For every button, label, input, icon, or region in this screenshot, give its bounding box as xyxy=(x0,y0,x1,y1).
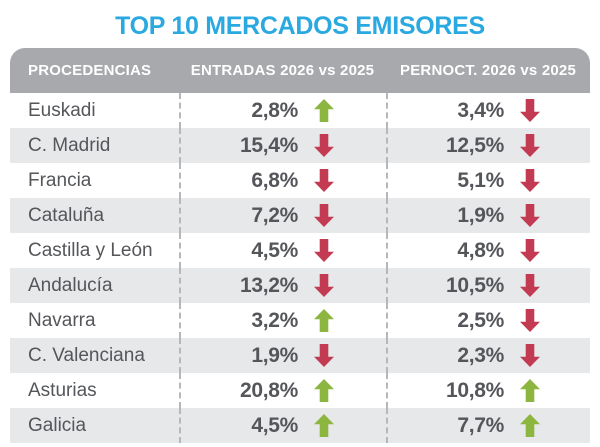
entradas-value: 6,8% xyxy=(251,168,298,192)
entradas-value: 1,9% xyxy=(251,343,298,367)
pernoct-value: 2,3% xyxy=(457,343,504,367)
arrow-up-icon xyxy=(520,379,540,402)
arrow-down-icon xyxy=(314,344,334,367)
column-header-entradas: ENTRADAS 2026 vs 2025 xyxy=(190,62,375,79)
pernoct-cell: 3,4% xyxy=(386,93,590,128)
arrow-down-icon xyxy=(314,239,334,262)
entradas-value: 4,5% xyxy=(251,238,298,262)
entradas-value: 15,4% xyxy=(239,133,298,157)
table-row: C. Valenciana 1,9% 2,3% xyxy=(10,338,590,373)
entradas-value: 2,8% xyxy=(251,98,298,122)
entradas-cell: 4,5% xyxy=(179,233,386,268)
column-header-procedencias: PROCEDENCIAS xyxy=(28,62,152,79)
entradas-value: 13,2% xyxy=(239,273,298,297)
table-header-row: PROCEDENCIAS ENTRADAS 2026 vs 2025 PERNO… xyxy=(10,48,590,93)
region-label: Andalucía xyxy=(28,274,113,296)
arrow-down-icon xyxy=(520,274,540,297)
entradas-value: 3,2% xyxy=(251,308,298,332)
pernoct-value: 7,7% xyxy=(457,413,504,437)
pernoct-cell: 10,5% xyxy=(386,268,590,303)
entradas-cell: 2,8% xyxy=(179,93,386,128)
pernoct-value: 4,8% xyxy=(457,238,504,262)
region-label: C. Valenciana xyxy=(28,344,145,366)
arrow-up-icon xyxy=(314,414,334,437)
pernoct-value: 10,8% xyxy=(445,378,504,402)
pernoct-value: 2,5% xyxy=(457,308,504,332)
arrow-up-icon xyxy=(314,379,334,402)
pernoct-value: 3,4% xyxy=(457,98,504,122)
entradas-cell: 4,5% xyxy=(179,408,386,443)
region-label: Asturias xyxy=(28,379,97,401)
table-row: Castilla y León 4,5% 4,8% xyxy=(10,233,590,268)
region-label: C. Madrid xyxy=(28,134,111,156)
arrow-down-icon xyxy=(520,204,540,227)
arrow-down-icon xyxy=(314,134,334,157)
arrow-down-icon xyxy=(520,134,540,157)
pernoct-cell: 12,5% xyxy=(386,128,590,163)
table-row: Euskadi 2,8% 3,4% xyxy=(10,93,590,128)
entradas-value: 4,5% xyxy=(251,413,298,437)
arrow-up-icon xyxy=(314,309,334,332)
table-row: Galicia 4,5% 7,7% xyxy=(10,408,590,443)
table-row: Cataluña 7,2% 1,9% xyxy=(10,198,590,233)
pernoct-cell: 1,9% xyxy=(386,198,590,233)
arrow-down-icon xyxy=(520,309,540,332)
entradas-value: 7,2% xyxy=(251,203,298,227)
entradas-cell: 3,2% xyxy=(179,303,386,338)
region-label: Francia xyxy=(28,169,92,191)
pernoct-cell: 2,3% xyxy=(386,338,590,373)
table-row: Francia 6,8% 5,1% xyxy=(10,163,590,198)
arrow-down-icon xyxy=(314,204,334,227)
pernoct-cell: 2,5% xyxy=(386,303,590,338)
pernoct-value: 10,5% xyxy=(445,273,504,297)
pernoct-cell: 10,8% xyxy=(386,373,590,408)
region-label: Navarra xyxy=(28,309,96,331)
arrow-down-icon xyxy=(520,169,540,192)
entradas-cell: 20,8% xyxy=(179,373,386,408)
table-row: C. Madrid 15,4% 12,5% xyxy=(10,128,590,163)
arrow-down-icon xyxy=(314,274,334,297)
arrow-down-icon xyxy=(314,169,334,192)
table-body: Euskadi 2,8% 3,4% C. Madrid 15,4% 12,5% … xyxy=(10,93,590,443)
entradas-value: 20,8% xyxy=(239,378,298,402)
table-row: Andalucía 13,2% 10,5% xyxy=(10,268,590,303)
page-title: TOP 10 MERCADOS EMISORES xyxy=(115,12,485,40)
pernoct-cell: 5,1% xyxy=(386,163,590,198)
region-label: Euskadi xyxy=(28,99,96,121)
arrow-down-icon xyxy=(520,239,540,262)
pernoct-value: 5,1% xyxy=(457,168,504,192)
pernoct-value: 1,9% xyxy=(457,203,504,227)
markets-table: PROCEDENCIAS ENTRADAS 2026 vs 2025 PERNO… xyxy=(10,48,590,443)
column-header-pernoct: PERNOCT. 2026 vs 2025 xyxy=(400,62,576,79)
entradas-cell: 7,2% xyxy=(179,198,386,233)
region-label: Castilla y León xyxy=(28,239,153,261)
pernoct-cell: 7,7% xyxy=(386,408,590,443)
entradas-cell: 6,8% xyxy=(179,163,386,198)
entradas-cell: 15,4% xyxy=(179,128,386,163)
arrow-down-icon xyxy=(520,344,540,367)
arrow-down-icon xyxy=(520,99,540,122)
pernoct-cell: 4,8% xyxy=(386,233,590,268)
arrow-up-icon xyxy=(314,99,334,122)
region-label: Galicia xyxy=(28,414,87,436)
region-label: Cataluña xyxy=(28,204,105,226)
table-row: Navarra 3,2% 2,5% xyxy=(10,303,590,338)
pernoct-value: 12,5% xyxy=(445,133,504,157)
entradas-cell: 13,2% xyxy=(179,268,386,303)
table-row: Asturias 20,8% 10,8% xyxy=(10,373,590,408)
entradas-cell: 1,9% xyxy=(179,338,386,373)
arrow-up-icon xyxy=(520,414,540,437)
